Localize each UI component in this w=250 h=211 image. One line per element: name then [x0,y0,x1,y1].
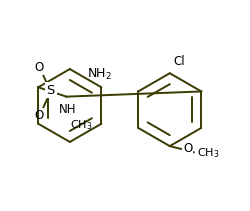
Text: CH$_3$: CH$_3$ [70,118,92,132]
Text: CH$_3$: CH$_3$ [197,146,219,160]
Text: O: O [35,109,44,122]
Text: O: O [183,142,192,155]
Text: O: O [35,61,44,74]
Text: Cl: Cl [173,55,184,68]
Text: NH: NH [59,103,76,116]
Text: NH$_2$: NH$_2$ [87,67,112,82]
Text: S: S [46,84,55,97]
